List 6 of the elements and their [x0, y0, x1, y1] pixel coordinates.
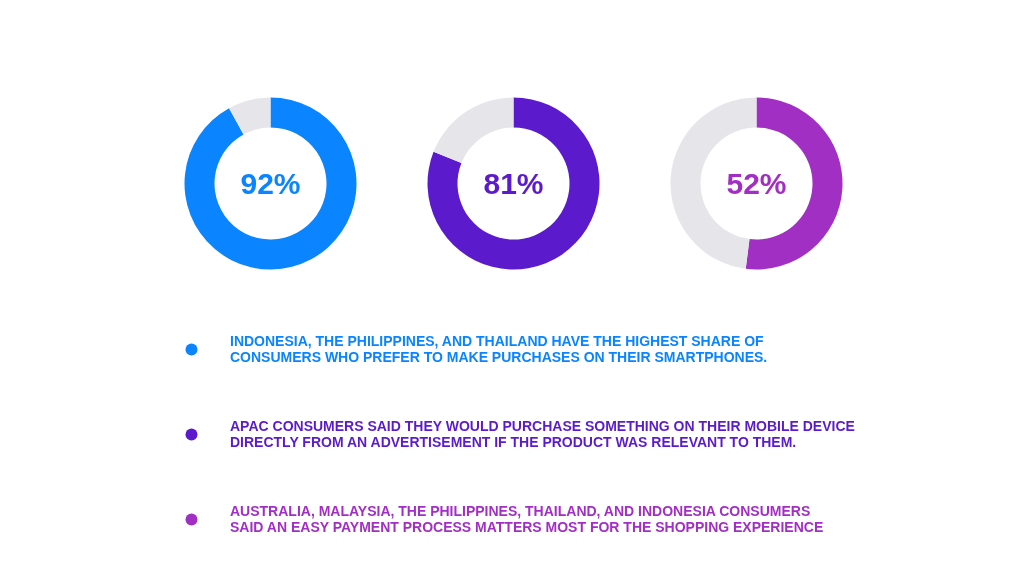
legend-label: INDONESIA, THE PHILIPPINES, AND THAILAND HAVE THE HIGHEST SHARE OF CONSUMERS WHO PREFER TO MAKE PURCHASES ON THEIR SMARTPHONES. — [230, 333, 768, 365]
data-label: 52% — [726, 167, 787, 200]
data-label: 92% — [240, 167, 301, 200]
legend-label: AUSTRALIA, MALAYSIA, THE PHILIPPINES, THAILAND, AND INDONESIA CONSUMERS SAID AN EASY PAYMENT PROCESS MATTERS MOST FOR THE SHOPPING EXPERIENCE — [230, 503, 824, 535]
legend-label: APAC CONSUMERS SAID THEY WOULD PURCHASE SOMETHING ON THEIR MOBILE DEVICE DIRECTLY FROM AN ADVERTISEMENT IF THE PRODUCT WAS RELEVANT TO THEM. — [230, 418, 855, 450]
data-label: 81% — [483, 167, 544, 200]
